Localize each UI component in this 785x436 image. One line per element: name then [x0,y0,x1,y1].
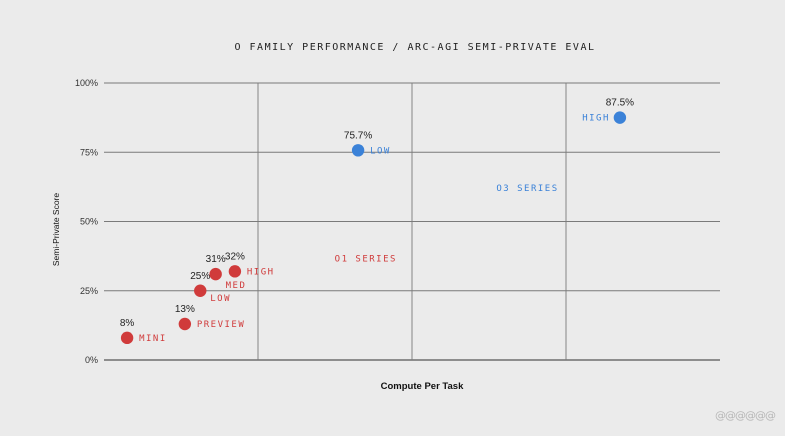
data-point-label: PREVIEW [197,320,245,330]
data-point [228,265,242,278]
data-value-label: 75.7% [344,130,372,141]
data-point-label: MINI [139,334,167,344]
data-point-label: LOW [370,146,391,156]
y-tick-label: 100% [75,78,98,88]
y-axis-label: Semi-Private Score [51,193,61,266]
y-tick-label: 25% [80,286,98,296]
data-point [120,331,134,345]
y-tick-label: 75% [80,147,98,157]
series-label-o1: O1 SERIES [335,255,397,265]
x-axis-label: Compute Per Task [381,381,464,392]
y-tick-label: 50% [80,217,98,227]
data-value-label: 13% [175,304,195,315]
data-value-label: 87.5% [606,98,634,109]
data-point [613,111,627,124]
chart-title: O FAMILY PERFORMANCE / ARC-AGI SEMI-PRIV… [235,42,596,53]
data-point-label: HIGH [582,114,610,124]
data-point [209,267,222,281]
data-point-label: LOW [210,294,231,304]
series-label-o3: O3 SERIES [496,184,558,194]
data-point [351,144,365,157]
data-value-label: 32% [225,251,245,262]
watermark: @@@@@@ [715,409,776,422]
data-point [194,284,207,297]
data-value-label: 8% [120,318,135,329]
data-value-label: 31% [206,254,226,265]
data-point [178,317,192,331]
data-point-label: HIGH [247,267,275,277]
data-value-label: 25% [190,271,210,282]
data-point-label: MED [226,281,247,291]
y-tick-label: 0% [85,355,98,365]
